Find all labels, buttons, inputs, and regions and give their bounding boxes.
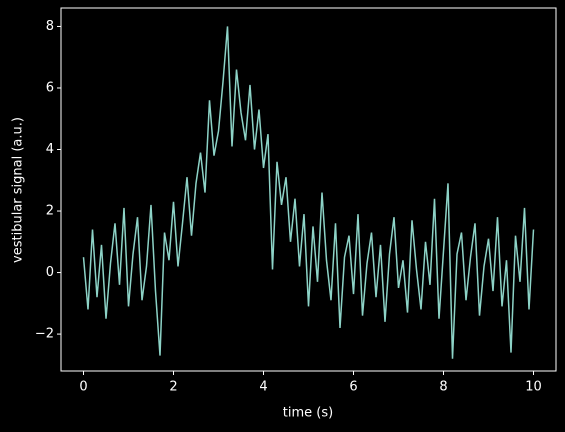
y-tick-label: 8 — [46, 19, 54, 34]
x-tick-label: 8 — [439, 380, 447, 395]
y-tick-label: 6 — [46, 80, 54, 95]
line — [82, 26, 535, 359]
y-tick-label: 2 — [46, 204, 54, 219]
axes-frame — [60, 7, 557, 372]
x-tick-label: 0 — [79, 380, 87, 395]
y-tick-label: −2 — [35, 327, 54, 342]
y-axis-label: vestibular signal (a.u.) — [11, 117, 26, 263]
x-tick-label: 2 — [169, 380, 177, 395]
x-tick-label: 4 — [259, 380, 267, 395]
y-tick-label: 4 — [46, 142, 54, 157]
x-tick-label: 10 — [525, 380, 542, 395]
x-tick-label: 6 — [349, 380, 357, 395]
y-tick-label: 0 — [46, 265, 54, 280]
x-axis-label: time (s) — [283, 406, 333, 421]
